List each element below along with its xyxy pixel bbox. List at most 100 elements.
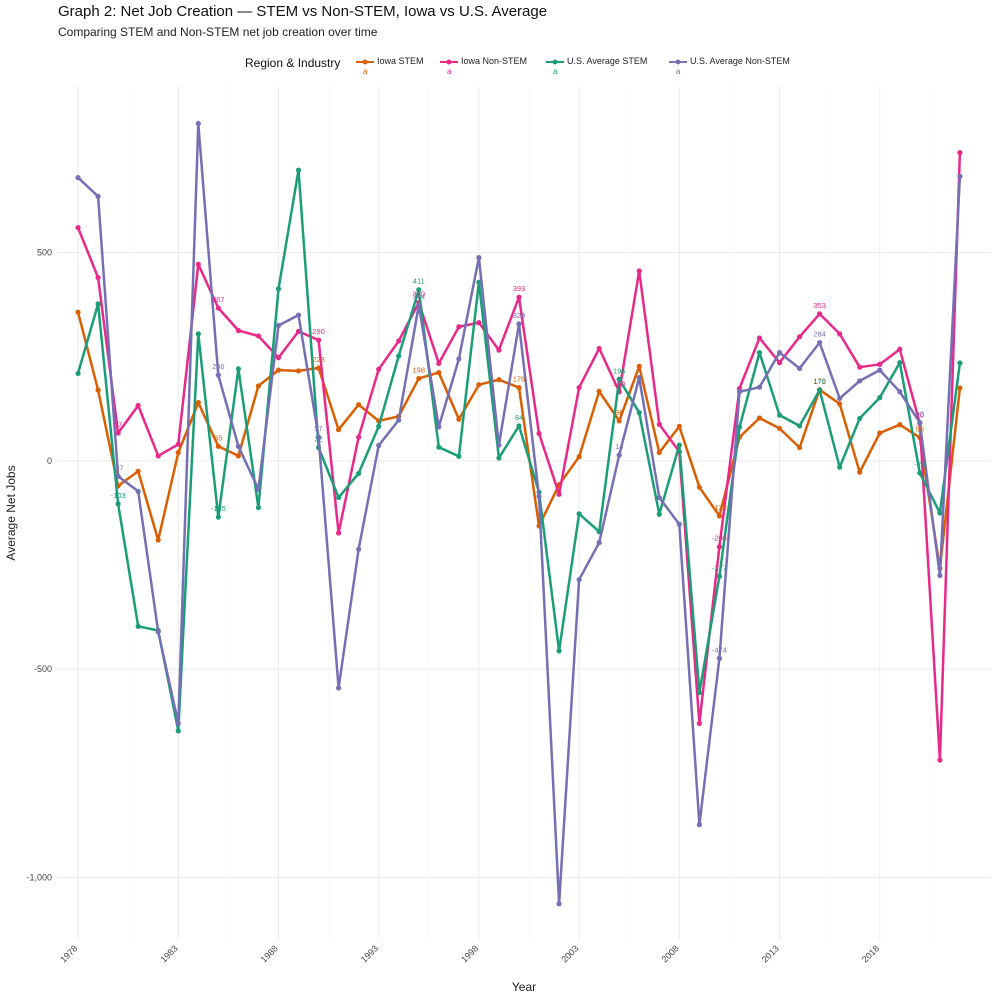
legend-text-key: a [553,67,558,76]
data-point [195,331,201,337]
data-point [656,494,662,501]
data-point [897,360,903,366]
data-label: 35 [214,433,222,442]
data-label: -103 [111,491,126,500]
data-point [937,510,943,516]
data-label: 84 [515,413,523,422]
data-point [877,367,883,373]
data-point [696,484,702,490]
data-label: 96 [615,408,623,417]
grid [58,86,990,940]
data-point [336,530,342,536]
y-tick-label: 500 [37,248,52,258]
data-point [576,454,582,460]
data-point [616,418,622,424]
data-point [536,430,542,437]
data-point [496,442,502,448]
data-point [456,324,462,330]
data-point [576,511,582,517]
data-point [556,901,562,907]
data-point [215,514,221,520]
data-point [135,623,141,629]
data-point [115,501,121,507]
data-point [817,387,823,393]
data-point [736,389,743,395]
data-point [776,360,783,366]
data-point [756,335,763,341]
data-point [817,340,823,346]
data-point [897,346,903,352]
data-point [396,353,402,359]
data-point [135,488,141,494]
legend-text-key: a [447,67,452,76]
legend-text-key: a [363,67,368,76]
data-point [476,255,482,261]
data-point [396,338,402,344]
data-point [235,443,241,449]
x-axis-title: Year [512,980,536,994]
data-point [837,395,843,402]
data-point [235,453,241,459]
data-point [676,521,682,527]
data-point [937,757,943,763]
data-label: 380 [413,290,426,299]
data-point [957,360,963,366]
data-point [476,320,482,326]
data-point [596,539,602,546]
series-lines [75,120,963,907]
data-point [195,400,201,406]
data-point [796,365,803,372]
data-point [556,648,562,654]
data-point [75,370,81,377]
legend-key-us-non-stem [669,59,687,65]
legend-text-key: a [676,67,681,76]
legend-label: Iowa STEM [377,56,424,66]
data-label: -135 [211,504,226,513]
data-point [215,305,221,311]
data-point [155,453,161,459]
x-tick-label: 1983 [158,943,179,964]
data-point [957,385,963,391]
data-point [456,453,462,459]
data-point [95,275,101,281]
data-label: 67 [114,420,122,429]
data-point [716,655,723,661]
data-label: -29 [914,460,925,469]
y-tick-label: -500 [34,664,52,674]
data-point [696,720,702,726]
data-point [195,261,201,267]
data-point [636,268,642,274]
data-point [456,416,462,422]
data-label: 393 [513,284,526,293]
data-point [295,312,302,318]
data-label: 90 [916,410,924,419]
data-label: 56 [916,425,924,434]
data-label: 411 [413,277,425,286]
data-label: 198 [413,365,426,374]
data-label: 367 [212,295,225,304]
data-point [857,378,863,384]
data-point [135,468,141,474]
data-point [115,473,121,479]
data-point [115,430,121,436]
data-point [656,511,662,517]
data-label: 329 [513,311,526,320]
data-point [376,442,382,449]
x-tick-label: 1988 [259,943,280,964]
data-point [356,402,362,408]
data-point [756,350,763,356]
data-label: 290 [312,327,325,336]
data-point [275,286,282,292]
data-point [255,383,262,389]
x-tick-label: 2013 [760,943,781,964]
data-label: 223 [312,355,325,364]
data-point [676,423,682,429]
data-label: 14 [615,442,623,451]
data-point [516,423,522,429]
data-point [436,360,442,367]
legend-label: U.S. Average STEM [567,56,648,66]
data-point [776,425,783,432]
data-point [155,537,161,543]
series-line-3 [77,122,962,906]
legend-key-iowa-non-stem [440,59,458,65]
